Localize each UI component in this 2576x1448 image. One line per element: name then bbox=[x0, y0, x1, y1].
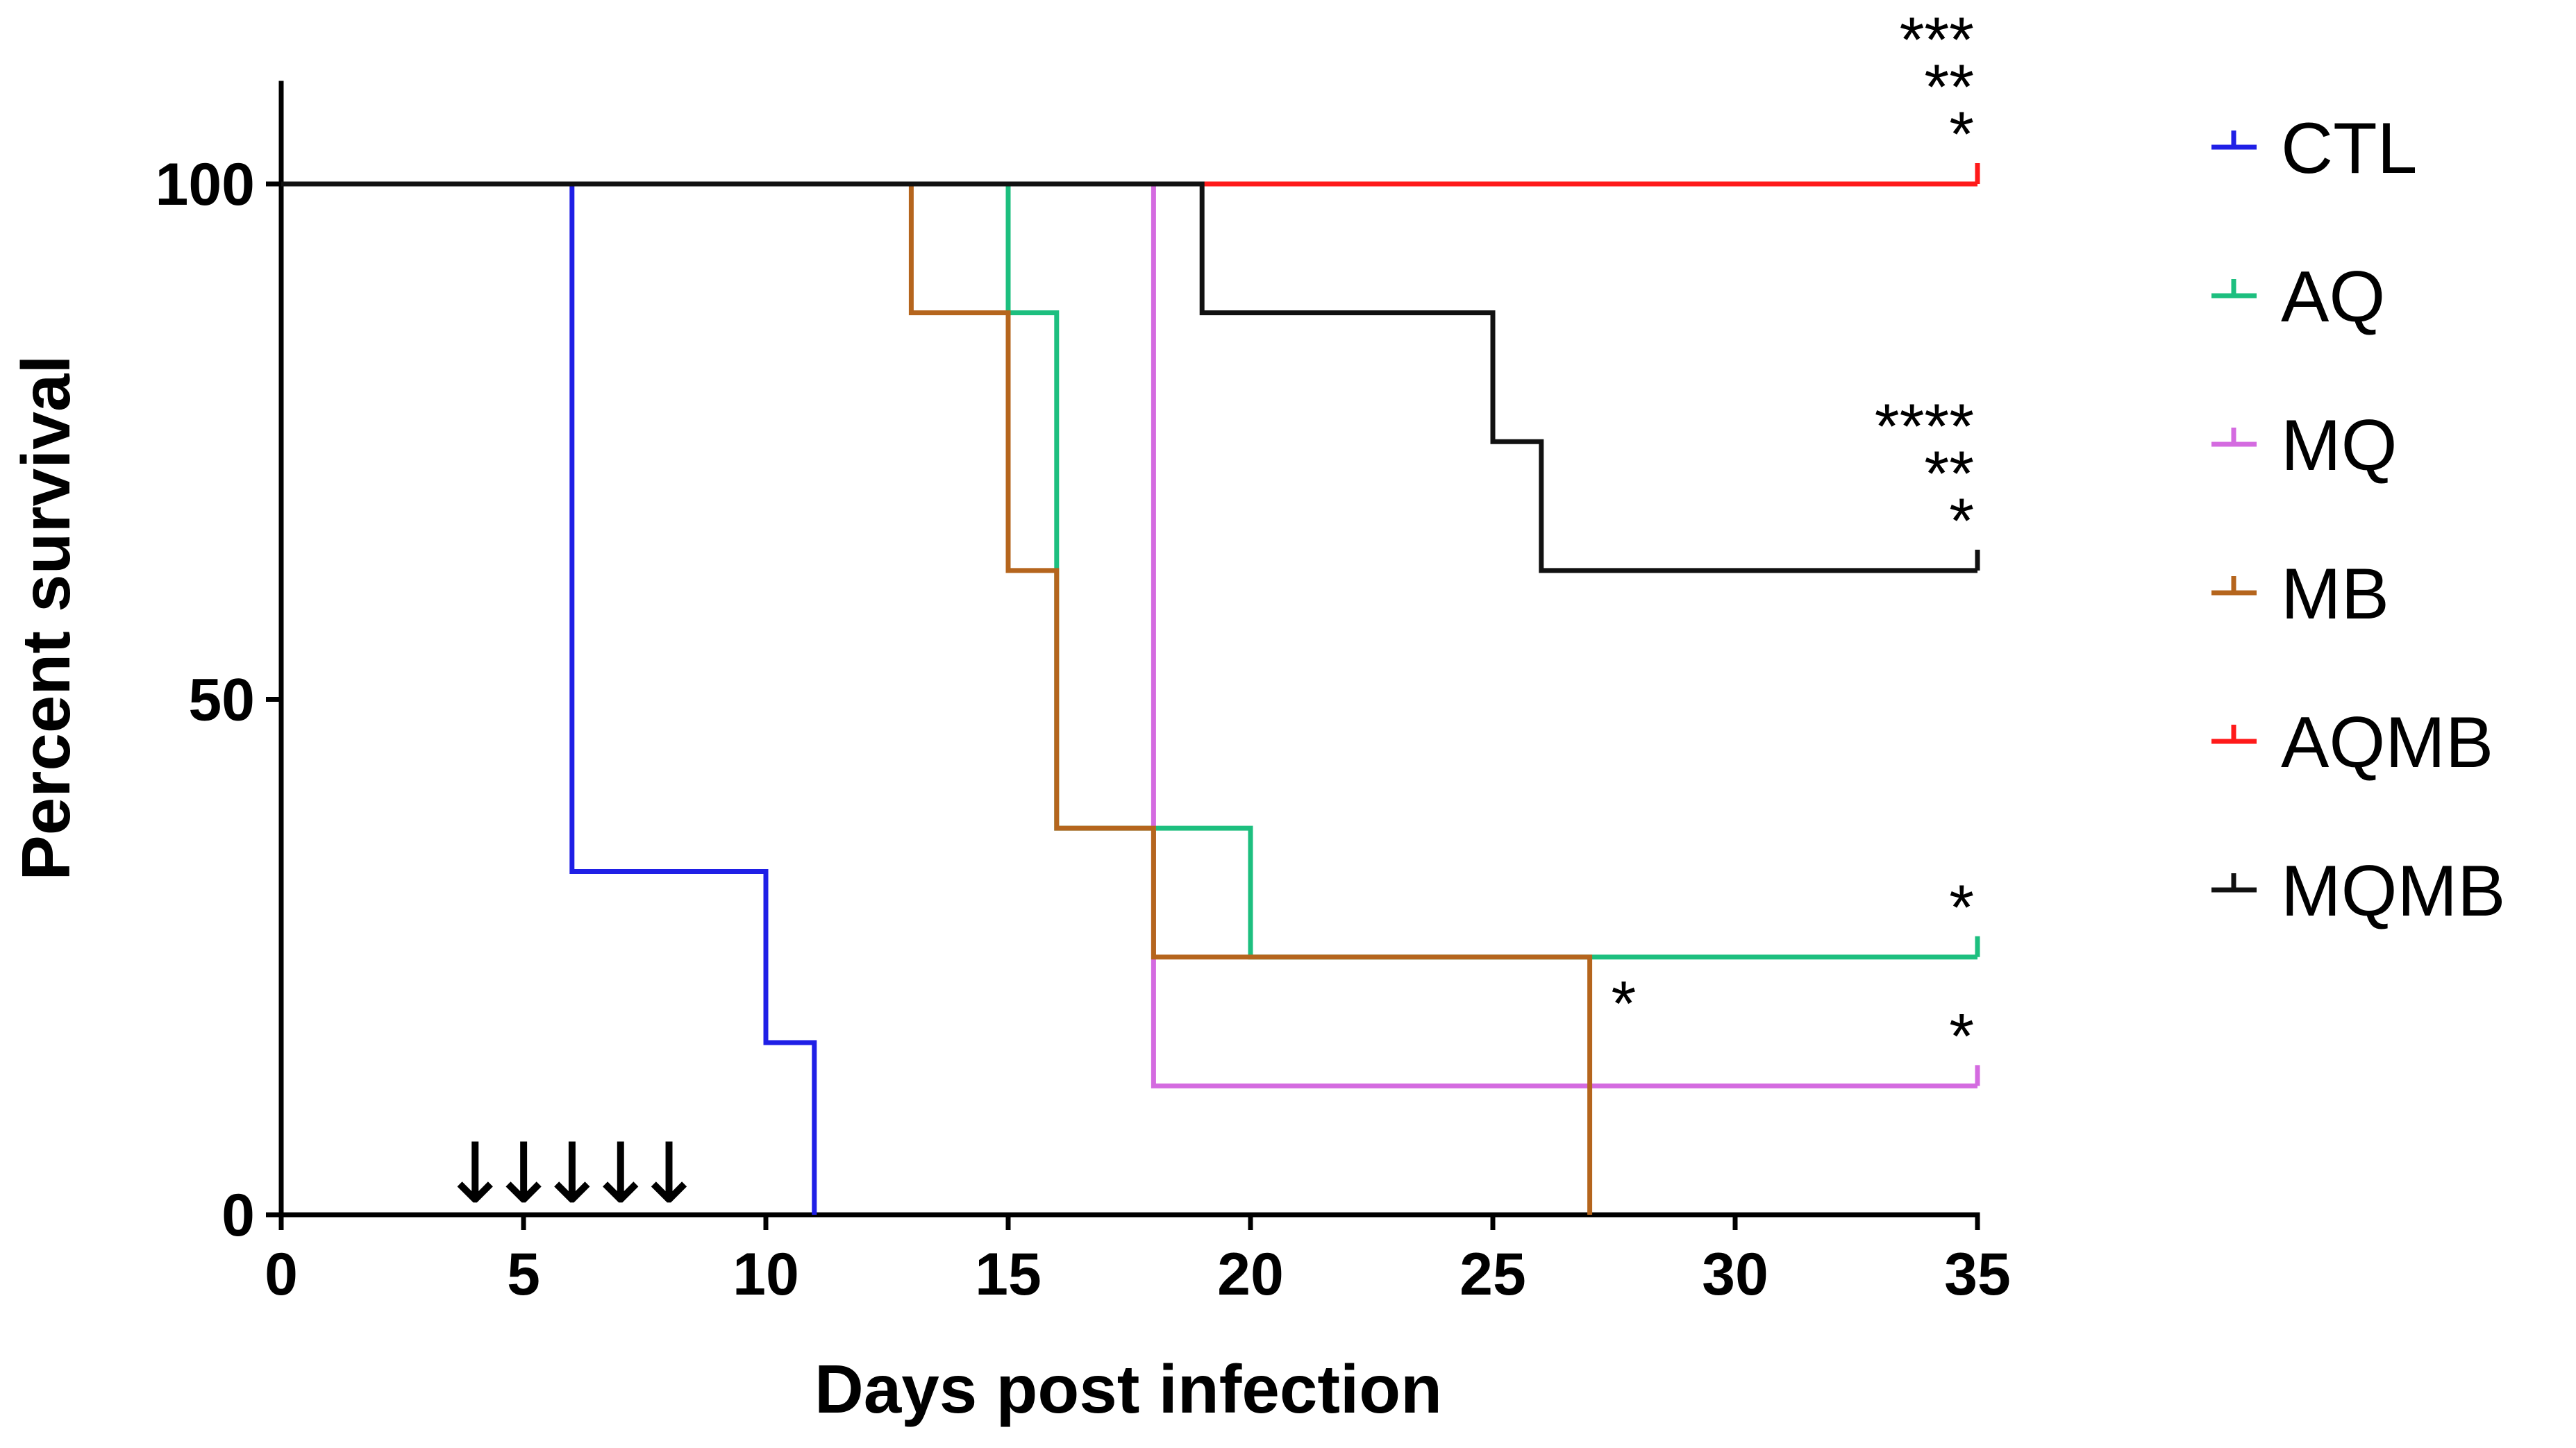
x-tick-label: 35 bbox=[1944, 1241, 2011, 1308]
x-tick-label: 0 bbox=[265, 1241, 298, 1308]
legend-item-mb: MB bbox=[2211, 554, 2389, 634]
significance-label: * bbox=[1949, 1001, 1974, 1072]
significance-label: * bbox=[1949, 873, 1974, 943]
significance-annotations: **************** bbox=[1612, 5, 1974, 1072]
treatment-arrow: ↓ bbox=[634, 1126, 704, 1222]
significance-label: *** bbox=[1900, 5, 1974, 76]
significance-label: * bbox=[1949, 486, 1974, 557]
legend-label: AQ bbox=[2281, 257, 2385, 337]
legend-label: MB bbox=[2281, 554, 2389, 634]
x-tick-label: 10 bbox=[733, 1241, 799, 1308]
legend-item-mq: MQ bbox=[2211, 405, 2398, 486]
significance-label: ** bbox=[1924, 52, 1974, 123]
legend-item-aqmb: AQMB bbox=[2211, 702, 2493, 783]
x-tick-label: 5 bbox=[507, 1241, 540, 1308]
series-line-mqmb bbox=[281, 181, 1977, 573]
legend-label: CTL bbox=[2281, 108, 2417, 189]
treatment-arrow: ↓ bbox=[440, 1126, 510, 1222]
series-line-mb bbox=[281, 181, 1593, 1215]
legend-label: MQ bbox=[2281, 405, 2398, 486]
legend-label: MQMB bbox=[2281, 851, 2506, 932]
significance-label: **** bbox=[1875, 392, 1974, 462]
significance-label: * bbox=[1612, 969, 1637, 1040]
x-tick-label: 20 bbox=[1217, 1241, 1284, 1308]
y-tick-label: 50 bbox=[188, 667, 255, 734]
axes: 0 5 10 15 20 25 30 35 0 50 100 bbox=[156, 81, 2011, 1308]
y-axis-title: Percent survival bbox=[8, 355, 84, 880]
significance-label: ** bbox=[1924, 439, 1974, 510]
treatment-arrows: ↓↓↓↓↓ bbox=[440, 1126, 704, 1222]
legend-item-ctl: CTL bbox=[2211, 108, 2417, 189]
treatment-arrow: ↓ bbox=[537, 1126, 608, 1222]
series-group bbox=[281, 163, 1980, 1215]
significance-label: * bbox=[1949, 99, 1974, 170]
y-tick-label: 100 bbox=[156, 151, 256, 218]
x-tick-label: 30 bbox=[1702, 1241, 1768, 1308]
x-tick-label: 25 bbox=[1460, 1241, 1526, 1308]
series-line-ctl bbox=[281, 181, 817, 1215]
series-line-mq bbox=[281, 181, 1977, 1088]
legend-label: AQMB bbox=[2281, 702, 2493, 783]
x-axis-title: Days post infection bbox=[814, 1351, 1442, 1427]
x-tick-label: 15 bbox=[975, 1241, 1042, 1308]
legend-item-mqmb: MQMB bbox=[2211, 851, 2506, 932]
treatment-arrow: ↓ bbox=[585, 1126, 655, 1222]
legend-item-aq: AQ bbox=[2211, 257, 2385, 337]
treatment-arrow: ↓ bbox=[489, 1126, 559, 1222]
y-tick-label: 0 bbox=[221, 1182, 255, 1249]
